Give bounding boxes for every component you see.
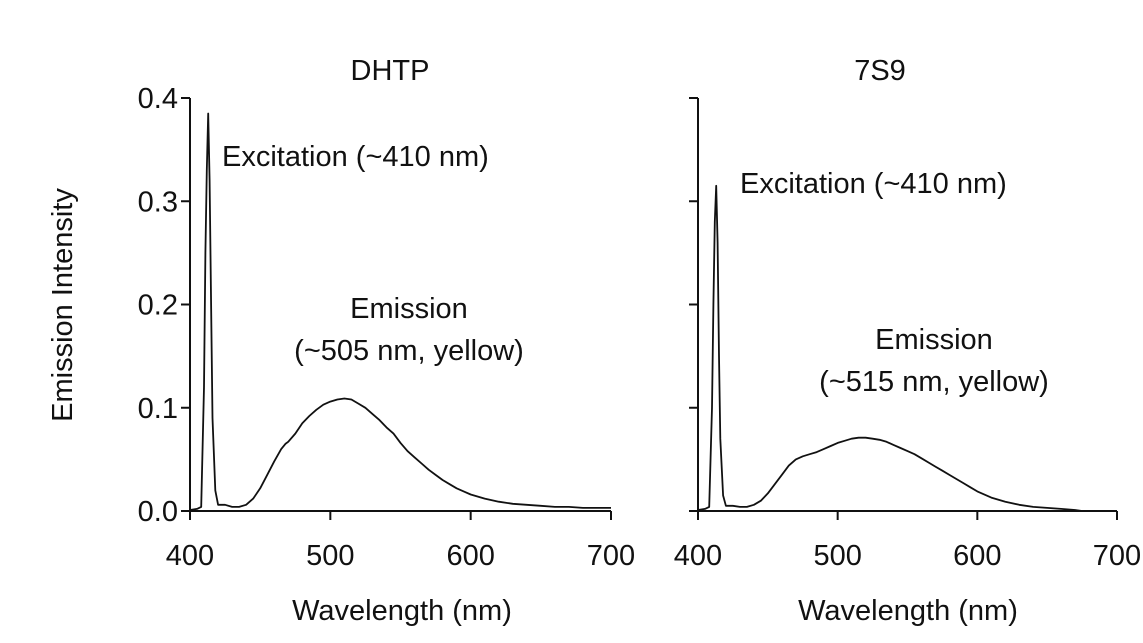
y-tick-label: 0.2 [138,290,178,322]
x-axis-label: Wavelength (nm) [798,595,1018,627]
chart-title: DHTP [351,55,430,87]
x-tick-label: 600 [446,540,494,572]
y-tick-label: 0.3 [138,186,178,218]
annotation-label: Excitation (~410 nm) [222,141,489,173]
y-tick-label: 0.0 [138,496,178,528]
annotation-label: (~515 nm, yellow) [819,366,1049,398]
x-tick-label: 500 [306,540,354,572]
annotation-label: (~505 nm, yellow) [294,335,524,367]
x-tick-label: 700 [1093,540,1141,572]
annotation-label: Emission [350,293,468,325]
x-tick-label: 600 [953,540,1001,572]
annotation-label: Excitation (~410 nm) [740,168,1007,200]
spectrum-line [189,112,611,511]
x-tick-label: 400 [166,540,214,572]
spectrum-line [697,184,1090,512]
y-tick-label: 0.1 [138,393,178,425]
annotation-label: Emission [875,324,993,356]
y-tick-label: 0.4 [138,83,178,115]
x-tick-label: 400 [674,540,722,572]
chart-panel-dhtp: DHTP Emission Intensity Wavelength (nm) … [47,55,635,627]
y-axis-label: Emission Intensity [47,188,79,422]
chart-panel-7s9: 7S9 Wavelength (nm) 400 500 600 700 Excitat… [674,55,1141,627]
chart-title: 7S9 [854,55,906,87]
x-tick-label: 500 [813,540,861,572]
x-tick-label: 700 [587,540,635,572]
x-axis-label: Wavelength (nm) [292,595,512,627]
